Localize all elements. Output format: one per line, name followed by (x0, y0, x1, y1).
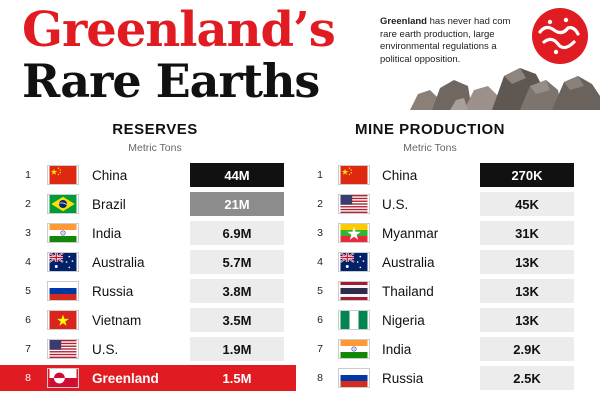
value-bar: 44M (190, 163, 284, 187)
country-name: Brazil (92, 196, 126, 212)
brazil-flag-icon (47, 194, 79, 214)
rank-number: 8 (25, 372, 31, 384)
value-bar: 1.9M (190, 337, 284, 361)
nigeria-flag-icon (338, 310, 370, 330)
country-name: India (382, 341, 412, 357)
country-name: U.S. (382, 196, 409, 212)
page-title-line-2: Rare Earths (22, 54, 320, 108)
country-name: Myanmar (382, 225, 439, 241)
value-bar: 21M (190, 192, 284, 216)
country-name: Russia (382, 370, 424, 386)
value-bar: 270K (480, 163, 574, 187)
china-flag-icon (47, 165, 79, 185)
rocks-illustration (410, 68, 600, 110)
reserves-heading: RESERVES (112, 121, 198, 138)
country-name: Australia (92, 254, 145, 270)
country-name: Australia (382, 254, 435, 270)
country-name: Vietnam (92, 312, 142, 328)
rank-number: 6 (25, 314, 31, 326)
russia-flag-icon (338, 368, 370, 388)
india-flag-icon (338, 339, 370, 359)
intro-bold: Greenland (380, 16, 427, 27)
logo-badge-icon (532, 8, 588, 64)
table-row: 3 Myanmar 31K (310, 220, 600, 246)
value-bar: 2.9K (480, 337, 574, 361)
rank-number: 1 (317, 169, 323, 181)
value-bar: 5.7M (190, 250, 284, 274)
us-flag-icon (47, 339, 79, 359)
thailand-flag-icon (338, 281, 370, 301)
australia-flag-icon (338, 252, 370, 272)
intro-text: Greenland has never had com rare earth p… (380, 16, 530, 66)
value-bar: 1.5M (190, 366, 284, 390)
rank-number: 2 (25, 198, 31, 210)
rank-number: 7 (25, 343, 31, 355)
value-bar: 3.5M (190, 308, 284, 332)
value-bar: 13K (480, 279, 574, 303)
russia-flag-icon (47, 281, 79, 301)
india-flag-icon (47, 223, 79, 243)
table-row: 6 Nigeria 13K (310, 307, 600, 333)
us-flag-icon (338, 194, 370, 214)
table-row: 2 U.S. 45K (310, 191, 600, 217)
country-name: U.S. (92, 341, 119, 357)
value-bar: 2.5K (480, 366, 574, 390)
myanmar-flag-icon (338, 223, 370, 243)
intro-line-3: environmental regulations a (380, 41, 497, 53)
rank-number: 3 (317, 227, 323, 239)
table-row: 2 Brazil 21M (0, 191, 296, 217)
vietnam-flag-icon (47, 310, 79, 330)
country-name: India (92, 225, 122, 241)
rank-number: 1 (25, 169, 31, 181)
table-row: 1 China 270K (310, 162, 600, 188)
china-flag-icon (338, 165, 370, 185)
value-bar: 13K (480, 308, 574, 332)
table-row: 4 Australia 5.7M (0, 249, 296, 275)
rank-number: 4 (25, 256, 31, 268)
rank-number: 4 (317, 256, 323, 268)
table-row: 3 India 6.9M (0, 220, 296, 246)
value-bar: 45K (480, 192, 574, 216)
table-row: 5 Russia 3.8M (0, 278, 296, 304)
value-bar: 6.9M (190, 221, 284, 245)
australia-flag-icon (47, 252, 79, 272)
table-row: 5 Thailand 13K (310, 278, 600, 304)
page-title-line-1: Greenland’s (22, 2, 336, 58)
value-bar: 31K (480, 221, 574, 245)
country-name: Nigeria (382, 312, 425, 328)
table-row: 6 Vietnam 3.5M (0, 307, 296, 333)
value-bar: 13K (480, 250, 574, 274)
country-name: Greenland (92, 370, 159, 386)
greenland-flag-icon (47, 368, 79, 388)
table-row: 1 China 44M (0, 162, 296, 188)
value-bar: 3.8M (190, 279, 284, 303)
table-row: 4 Australia 13K (310, 249, 600, 275)
country-name: China (382, 167, 418, 183)
rank-number: 3 (25, 227, 31, 239)
rank-number: 5 (25, 285, 31, 297)
table-row: 7 U.S. 1.9M (0, 336, 296, 362)
country-name: Thailand (382, 283, 434, 299)
intro-line-4: political opposition. (380, 53, 461, 65)
production-heading: MINE PRODUCTION (355, 121, 505, 138)
country-name: Russia (92, 283, 134, 299)
country-name: China (92, 167, 128, 183)
reserves-subheading: Metric Tons (128, 142, 182, 154)
intro-line-2: rare earth production, large (380, 28, 495, 40)
table-row: 8 Russia 2.5K (310, 365, 600, 391)
table-row: 7 India 2.9K (310, 336, 600, 362)
rank-number: 6 (317, 314, 323, 326)
rank-number: 2 (317, 198, 323, 210)
rank-number: 8 (317, 372, 323, 384)
intro-line-1: has never had com (427, 16, 511, 27)
production-subheading: Metric Tons (403, 142, 457, 154)
table-row: 8 Greenland 1.5M (0, 365, 296, 391)
rank-number: 7 (317, 343, 323, 355)
rank-number: 5 (317, 285, 323, 297)
